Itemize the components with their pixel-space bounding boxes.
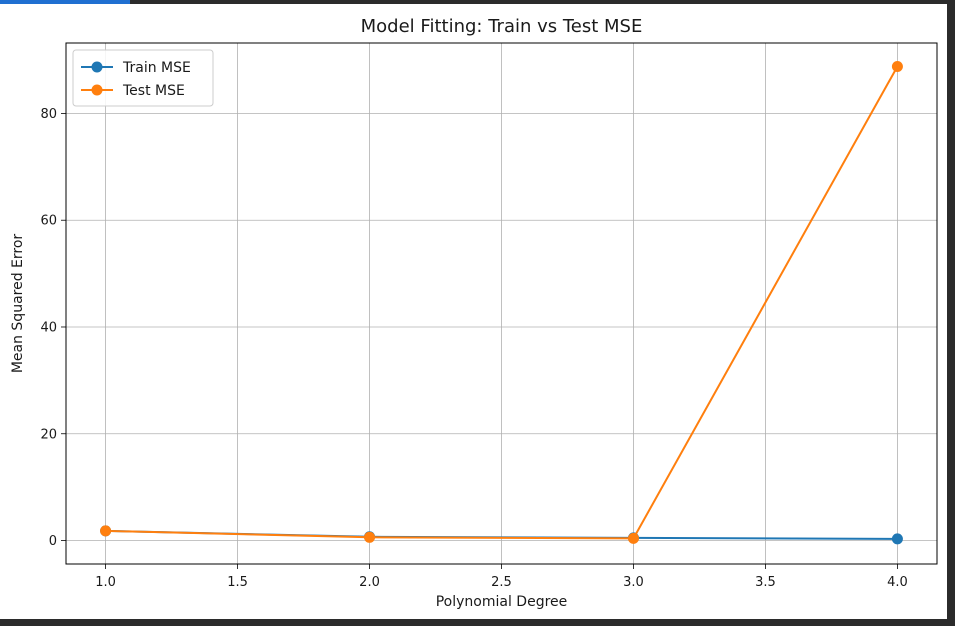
x-tick-label: 1.5 [227, 575, 248, 590]
accent-strip [0, 0, 130, 4]
series-line-test [105, 65, 899, 540]
data-point-test [627, 532, 639, 544]
series-layer [100, 60, 903, 545]
y-tick-label: 0 [49, 534, 57, 549]
x-tick-label: 2.0 [359, 575, 380, 590]
data-point-test [364, 531, 376, 543]
legend: Train MSE Test MSE [72, 49, 214, 107]
x-tick-label: 3.0 [623, 575, 644, 590]
grid-lines [66, 43, 937, 564]
y-tick-label: 40 [40, 320, 57, 335]
figure-canvas: 1.0 1.5 2.0 2.5 3.0 3.5 4.0 0 20 40 60 80 Model Fit… [0, 4, 947, 619]
legend-swatch-marker-test [91, 84, 103, 96]
x-tick-label: 3.5 [755, 575, 776, 590]
x-tick-label: 4.0 [887, 575, 908, 590]
data-point-test [891, 60, 903, 72]
legend-label-test: Test MSE [122, 83, 185, 99]
legend-label-train: Train MSE [122, 60, 191, 76]
y-tick-label: 60 [40, 214, 57, 229]
y-axis-label: Mean Squared Error [10, 234, 26, 374]
x-axis-label: Polynomial Degree [436, 594, 568, 610]
x-tick-label: 1.0 [95, 575, 116, 590]
legend-swatch-marker-train [91, 61, 103, 73]
y-tick-label: 20 [40, 427, 57, 442]
legend-box [72, 49, 214, 107]
x-tick-label: 2.5 [491, 575, 512, 590]
mse-line-chart: 1.0 1.5 2.0 2.5 3.0 3.5 4.0 0 20 40 60 80 Model Fit… [10, 16, 938, 610]
chart-title: Model Fitting: Train vs Test MSE [361, 16, 643, 37]
y-tick-label: 80 [40, 107, 57, 122]
data-point-train [891, 533, 903, 545]
axis-ticks: 1.0 1.5 2.0 2.5 3.0 3.5 4.0 0 20 40 60 80 [40, 107, 907, 590]
data-point-test [100, 525, 112, 537]
